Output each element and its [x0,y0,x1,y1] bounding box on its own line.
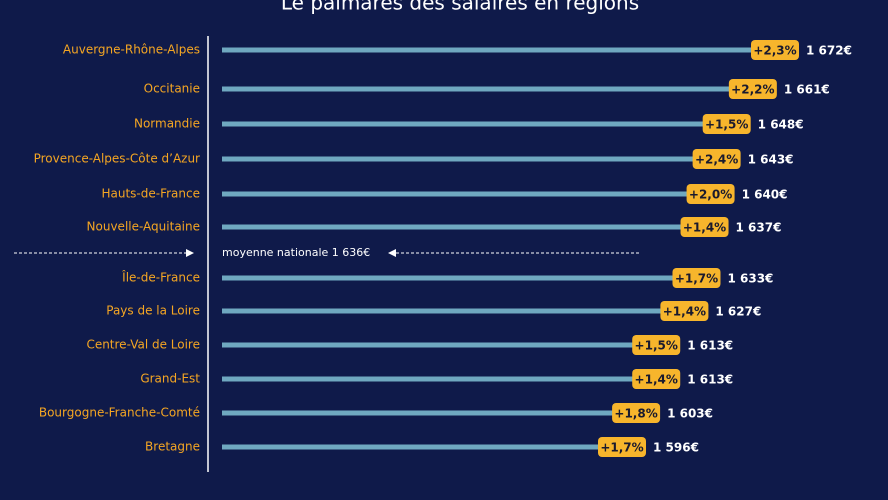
bar [222,275,697,281]
value-label: 1 637€ [736,221,782,235]
value-label: 1 643€ [748,153,794,167]
category-label: Île-de-France [121,270,200,285]
bar [222,342,657,348]
growth-badge [612,403,661,423]
bar [222,47,775,53]
value-label: 1 633€ [727,272,773,286]
growth-label: +1,4% [683,221,726,235]
bar [222,121,727,127]
category-label: Nouvelle-Aquitaine [87,220,200,234]
chart-title: Le palmarès des salaires en régions [281,0,639,15]
growth-label: +2,0% [689,188,732,202]
value-label: 1 596€ [653,441,699,455]
value-label: 1 613€ [687,373,733,387]
growth-badge [728,79,777,99]
growth-label: +1,8% [614,407,657,421]
category-label: Normandie [134,117,200,131]
growth-badge [680,217,729,237]
bar [222,191,711,197]
value-label: 1 672€ [806,44,852,58]
arrow [186,249,194,257]
value-label: 1 648€ [758,118,804,132]
category-label: Bourgogne-Franche-Comté [39,406,200,420]
bar [222,156,717,162]
growth-label: +1,5% [705,118,748,132]
category-label: Occitanie [144,82,200,96]
annotation: moyenne nationale 1 636€ [222,246,370,259]
value-label: 1 613€ [687,339,733,353]
category-label: Hauts-de-France [101,187,200,201]
category-label: Provence-Alpes-Côte d’Azur [34,152,200,166]
growth-label: +2,2% [731,83,774,97]
category-label: Pays de la Loire [106,304,200,318]
growth-label: +2,3% [753,44,796,58]
value-label: 1 627€ [715,305,761,319]
bar [222,444,622,450]
growth-label: +1,7% [600,441,643,455]
growth-badge [686,184,735,204]
growth-badge [598,437,646,457]
growth-badge [692,149,741,169]
bar [222,308,685,314]
growth-badge [660,301,709,321]
value-label: 1 640€ [742,188,788,202]
growth-label: +1,4% [663,305,706,319]
value-label: 1 603€ [667,407,713,421]
bar [222,376,657,382]
category-label: Bretagne [145,440,200,454]
growth-badge [672,268,721,288]
growth-label: +2,4% [695,153,738,167]
growth-label: +1,7% [675,272,718,286]
category-label: Auvergne-Rhône-Alpes [63,43,200,57]
category-label: Grand-Est [140,372,200,386]
arrow [388,249,396,257]
growth-badge [702,114,751,134]
growth-badge [751,40,799,60]
category-label: Centre-Val de Loire [86,338,200,352]
value-label: 1 661€ [784,83,830,97]
growth-label: +1,5% [635,339,678,353]
bar [222,86,753,92]
growth-label: +1,4% [635,373,678,387]
bar [222,410,637,416]
growth-badge [632,369,681,389]
bar [222,224,705,230]
growth-badge [632,335,681,355]
